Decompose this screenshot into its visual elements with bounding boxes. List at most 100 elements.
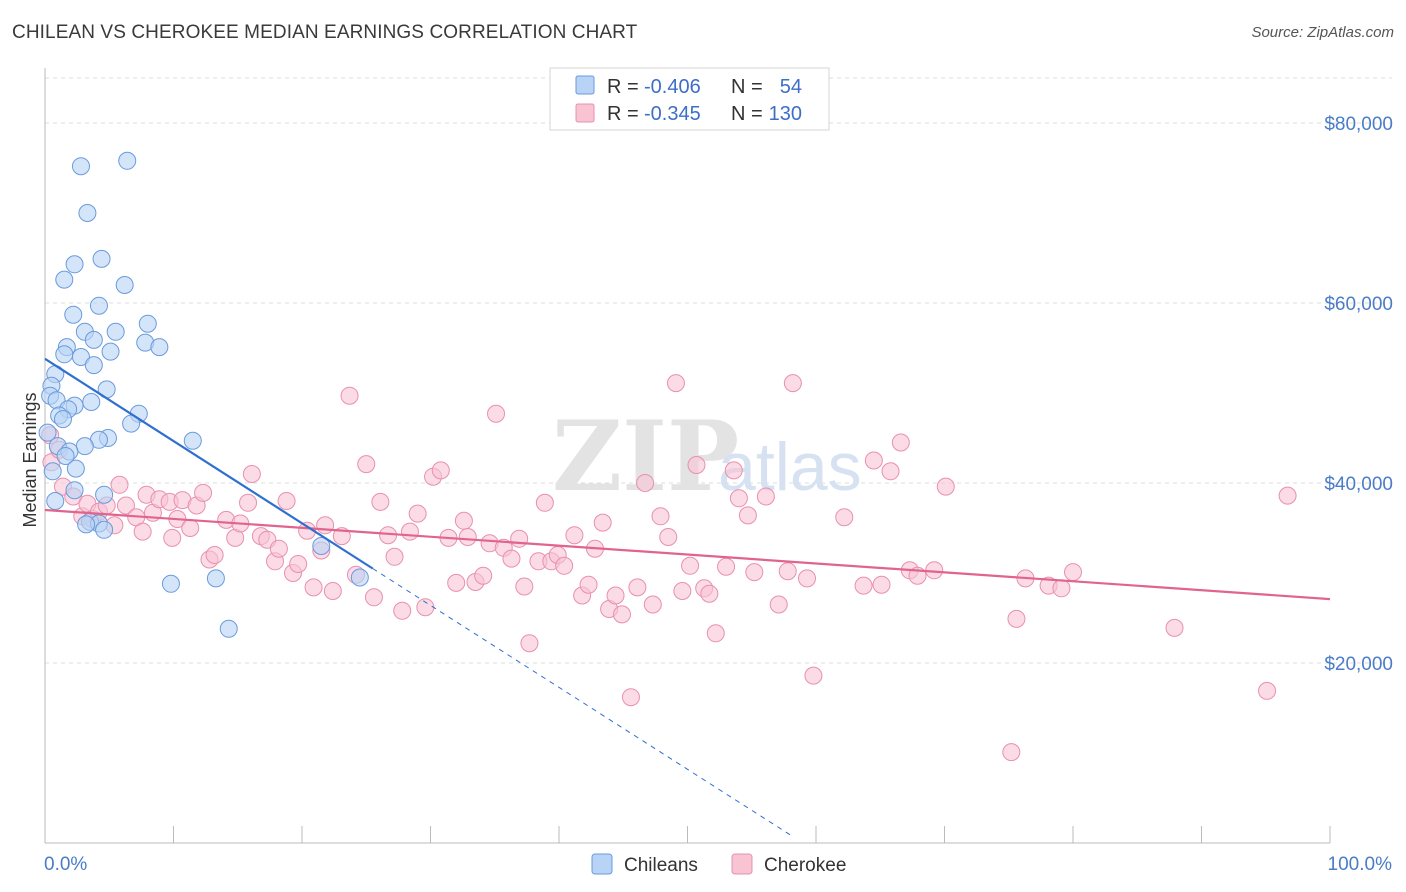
chileans-point [71,157,90,176]
cherokee-point [854,576,873,595]
cherokee-point [1278,486,1297,505]
chileans-point [53,410,72,429]
chileans-point [84,356,103,375]
watermark: ZIP atlas [552,400,862,513]
series-legend-swatch-chileans [591,853,613,875]
cherokee-point [205,546,224,564]
cherokee-point [606,586,625,605]
cherokee-point [269,539,288,558]
legend-r-value-cherokee: -0.345 [644,103,701,125]
cherokee-point [555,556,574,575]
cherokee-point [133,522,152,541]
cherokee-point [666,374,685,393]
chileans-point [55,270,74,289]
source-label: Source: ZipAtlas.com [1251,24,1394,41]
chileans-point [95,520,114,539]
legend-swatch-cherokee [575,103,595,123]
y-tick-labels: $20,000 $40,000 $60,000 $80,000 [1324,114,1393,675]
chileans-point [312,537,331,555]
cherokee-point [408,504,427,523]
grid-lines [45,77,1392,664]
trend-lines [44,357,1331,836]
cherokee-point [881,462,900,481]
cherokee-point [277,492,296,510]
cherokee-point [745,563,764,582]
cherokee-point [116,496,135,515]
cherokee-point [724,461,743,480]
chileans-point [183,431,202,450]
cherokee-point [385,547,404,566]
chileans-point [101,342,120,361]
cherokee-point [393,601,412,620]
axes [44,68,1331,844]
cherokee-point [636,474,655,492]
cherokee-point [487,404,506,423]
cherokee-points [41,374,1297,762]
cherokee-point [364,588,383,607]
cherokee-point [835,508,854,527]
chart-title: CHILEAN VS CHEROKEE MEDIAN EARNINGS CORR… [12,22,638,43]
cherokee-point [891,433,910,452]
chileans-point [82,393,101,411]
cherokee-point [872,575,891,594]
legend-n-label-cherokee: N = [731,103,763,125]
x-tick-max: 100.0% [1328,854,1393,875]
cherokee-point [510,529,529,548]
legend-n-value-cherokee: 130 [769,103,802,125]
legend-r-label-chileans: R = [607,76,639,98]
cherokee-point [717,557,736,576]
legend-r-label-cherokee: R = [607,103,639,125]
chileans-point [219,619,238,638]
cherokee-point [340,386,359,405]
chileans-point [115,276,134,294]
stats-legend-box [549,67,830,131]
chileans-point [106,322,125,341]
chileans-point [161,574,180,593]
chileans-point [206,569,225,588]
stats-legend: R = -0.406 N = 54 R = -0.345 N = 130 [549,67,830,131]
legend-n-label-chileans: N = [731,76,763,98]
cherokee-point [474,566,493,585]
y-tick-label: $20,000 [1324,654,1393,675]
cherokee-point [416,598,435,617]
cherokee-point [864,451,883,470]
cherokee-point [163,528,182,547]
legend-r-value-chileans: -0.406 [644,76,701,98]
cherokee-point [242,465,261,483]
cherokee-point [681,556,700,575]
cherokee-point [687,456,706,474]
cherokee-point [304,578,323,597]
chileans-trend-extension [372,568,791,836]
chileans-trend-line [44,357,374,570]
cherokee-point [194,483,213,502]
chileans-point [78,204,97,222]
cherokee-point [447,573,466,592]
cherokee-point [357,455,376,474]
cherokee-point [628,578,647,597]
y-axis-label: Median Earnings [20,392,40,527]
watermark-zip: ZIP [552,400,739,513]
cherokee-point [1007,609,1026,628]
cherokee-point [804,666,823,685]
chileans-point [89,296,108,315]
cherokee-point [579,575,598,594]
cherokee-point [1052,579,1071,598]
chileans-point [64,305,83,324]
cherokee-point [1258,681,1277,700]
cherokee-point [612,605,631,624]
x-tick-min: 0.0% [44,854,87,875]
chileans-point [71,348,90,366]
cherokee-point [706,624,725,643]
chileans-point [138,314,157,333]
chileans-point [92,249,111,268]
cherokee-point [593,513,612,532]
chileans-point [77,515,96,534]
cherokee-point [565,526,584,545]
chileans-point [118,151,137,170]
cherokee-point [289,555,308,573]
chileans-point [95,485,114,504]
y-tick-label: $40,000 [1324,474,1393,495]
cherokee-point [458,528,477,546]
cherokee-point [1002,743,1021,762]
cherokee-point [659,528,678,546]
